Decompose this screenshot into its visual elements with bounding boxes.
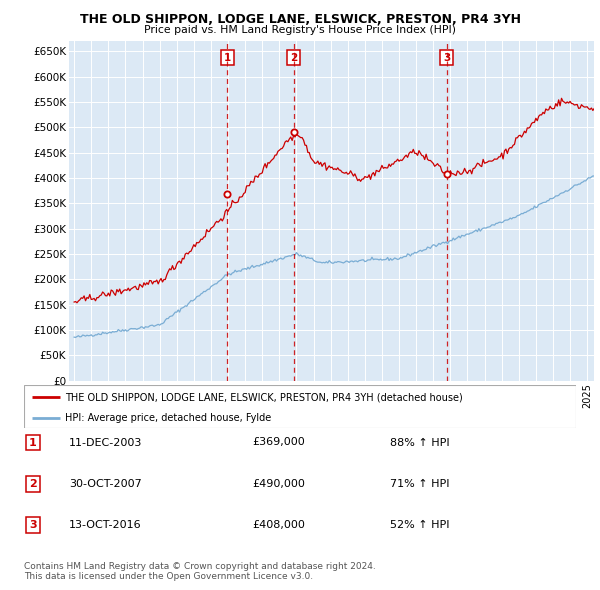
Text: 2: 2: [290, 53, 297, 63]
Text: THE OLD SHIPPON, LODGE LANE, ELSWICK, PRESTON, PR4 3YH: THE OLD SHIPPON, LODGE LANE, ELSWICK, PR…: [79, 13, 521, 26]
Text: 13-OCT-2016: 13-OCT-2016: [69, 520, 142, 530]
Text: HPI: Average price, detached house, Fylde: HPI: Average price, detached house, Fyld…: [65, 414, 272, 424]
Text: 3: 3: [443, 53, 451, 63]
Text: THE OLD SHIPPON, LODGE LANE, ELSWICK, PRESTON, PR4 3YH (detached house): THE OLD SHIPPON, LODGE LANE, ELSWICK, PR…: [65, 392, 463, 402]
Text: £369,000: £369,000: [252, 438, 305, 447]
Text: 2: 2: [29, 479, 37, 489]
Text: 1: 1: [224, 53, 231, 63]
Text: 3: 3: [29, 520, 37, 530]
Text: £490,000: £490,000: [252, 479, 305, 489]
Text: Contains HM Land Registry data © Crown copyright and database right 2024.
This d: Contains HM Land Registry data © Crown c…: [24, 562, 376, 581]
Text: 52% ↑ HPI: 52% ↑ HPI: [390, 520, 449, 530]
Text: Price paid vs. HM Land Registry's House Price Index (HPI): Price paid vs. HM Land Registry's House …: [144, 25, 456, 35]
Text: 30-OCT-2007: 30-OCT-2007: [69, 479, 142, 489]
Text: 88% ↑ HPI: 88% ↑ HPI: [390, 438, 449, 447]
Text: £408,000: £408,000: [252, 520, 305, 530]
FancyBboxPatch shape: [24, 385, 576, 428]
Text: 1: 1: [29, 438, 37, 447]
Text: 71% ↑ HPI: 71% ↑ HPI: [390, 479, 449, 489]
Text: 11-DEC-2003: 11-DEC-2003: [69, 438, 142, 447]
